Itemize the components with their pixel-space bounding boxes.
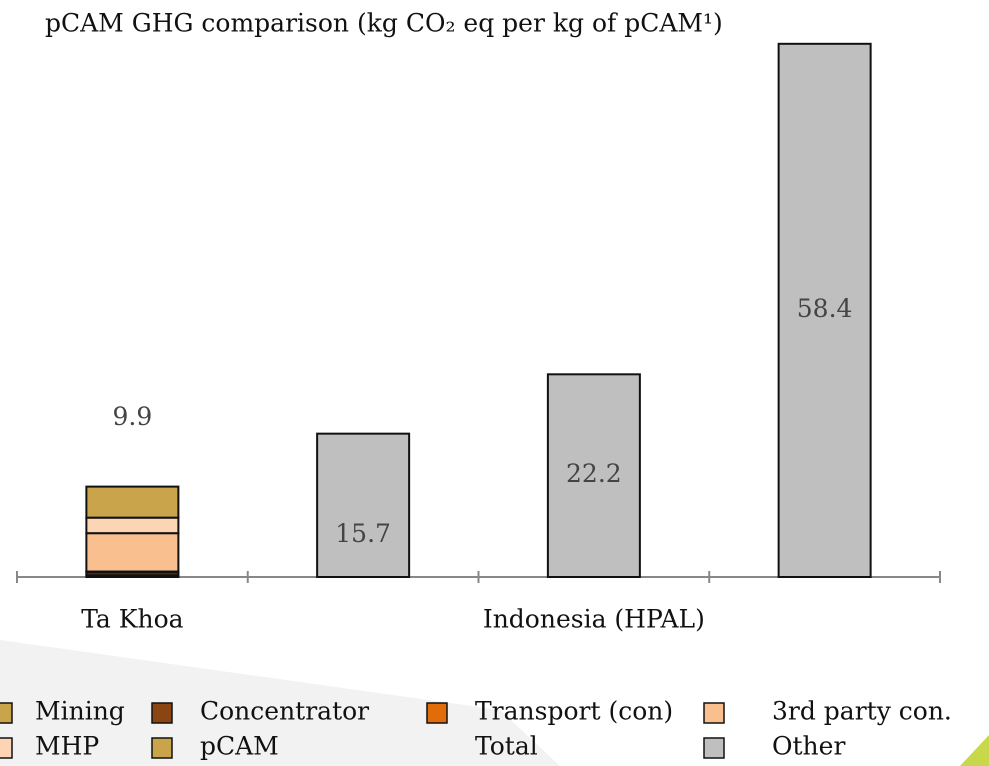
legend-swatch: [0, 702, 13, 724]
background-shape: [0, 640, 560, 766]
legend-label: pCAM: [200, 732, 279, 761]
bar-segment: [85, 516, 180, 535]
value-label: 15.7: [335, 519, 391, 548]
legend-label: 3rd party con.: [772, 697, 952, 726]
value-label: 58.4: [797, 294, 853, 323]
corner-shape: [960, 735, 989, 766]
value-label: 22.2: [566, 459, 622, 488]
legend-label: Transport (con): [475, 697, 673, 726]
legend-label: Total: [475, 732, 538, 761]
legend-swatch: [151, 737, 173, 759]
legend-swatch: [151, 702, 173, 724]
x-tick-label: Indonesia (HPAL): [483, 605, 705, 634]
legend-label: Mining: [35, 697, 125, 726]
bar-segment: [546, 373, 641, 578]
total-label: 9.9: [112, 402, 152, 431]
legend-label: Concentrator: [200, 697, 369, 726]
legend-swatch: [703, 702, 725, 724]
legend-label: MHP: [35, 732, 99, 761]
legend-swatch: [0, 737, 13, 759]
bar-segment: [85, 532, 180, 573]
legend-label: Other: [772, 732, 845, 761]
bar-segment: [777, 42, 872, 579]
legend-swatch: [703, 737, 725, 759]
bar-segment: [85, 485, 180, 519]
legend-swatch: [426, 702, 448, 724]
x-tick-label: Ta Khoa: [81, 605, 183, 634]
chart-title: pCAM GHG comparison (kg CO₂ eq per kg of…: [45, 9, 723, 38]
bar-segment: [316, 432, 411, 578]
